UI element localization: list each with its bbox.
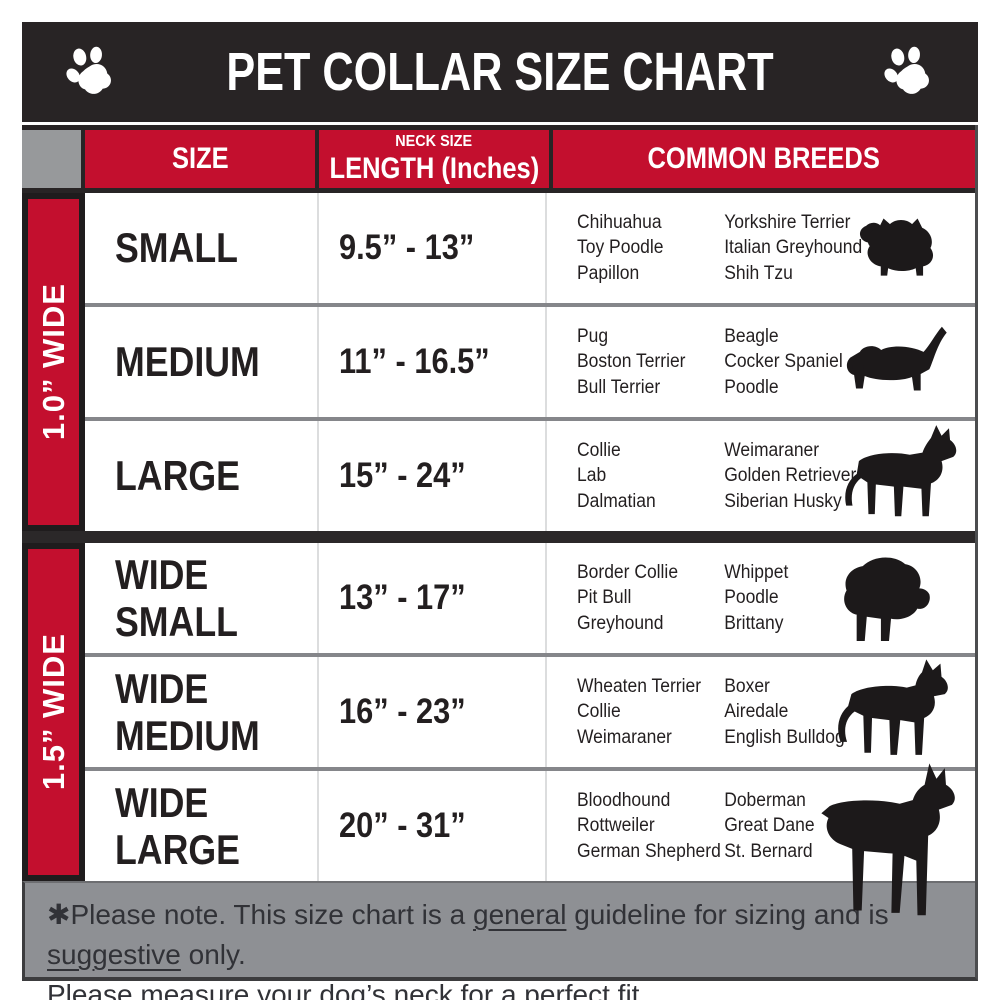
breed-list: Wheaten Terrier Collie Weimaraner Boxer … <box>577 675 845 748</box>
table-row-wide-small: WIDE SMALL 13” - 17” Border Collie <box>85 543 975 653</box>
breed-list: Border Collie Pit Bull Greyhound Whippet… <box>577 561 789 634</box>
size-label: MEDIUM <box>115 338 260 386</box>
size-label: WIDE SMALL <box>115 550 238 645</box>
table-row-large: LARGE 15” - 24” Collie Lab <box>85 421 975 531</box>
size-table: SIZE NECK SIZE LENGTH (Inches) COMMON BR… <box>22 125 978 1000</box>
table-header-row: SIZE NECK SIZE LENGTH (Inches) COMMON BR… <box>22 125 975 193</box>
column-header-neck-size: NECK SIZE LENGTH (Inches) <box>319 130 549 188</box>
size-label: LARGE <box>115 452 240 500</box>
underlined-word: suggestive <box>47 938 181 970</box>
page-title: PET COLLAR SIZE CHART <box>226 42 774 102</box>
bulldog-silhouette-icon <box>844 557 930 641</box>
group-label-strip: 1.5” WIDE <box>22 543 85 881</box>
breed-list: Collie Lab Dalmatian Weimaraner Golden R… <box>577 439 857 512</box>
shepherd-silhouette-icon <box>845 425 957 517</box>
size-label: SMALL <box>115 224 238 272</box>
neck-size-range: 13” - 17” <box>339 578 466 617</box>
table-row-wide-medium: WIDE MEDIUM 16” - 23” Wheaten Terrier <box>85 657 975 767</box>
neck-size-range: 20” - 31” <box>339 806 466 845</box>
column-header-size: SIZE <box>85 130 315 188</box>
group-label-strip: 1.0” WIDE <box>22 193 85 531</box>
group-label: 1.0” WIDE <box>35 283 71 441</box>
underlined-word: general <box>473 899 567 930</box>
column-header-common-breeds: COMMON BREEDS <box>553 130 975 188</box>
group-1-5-inch-wide: 1.5” WIDE WIDE SMALL 13” - 17” <box>22 543 975 916</box>
group-1-inch-wide: 1.0” WIDE SMALL 9.5” - 13” <box>22 193 975 531</box>
paw-print-icon <box>66 46 111 94</box>
pomeranian-silhouette-icon <box>859 218 934 276</box>
header-corner-block <box>22 130 81 188</box>
title-bar: PET COLLAR SIZE CHART <box>22 22 978 122</box>
footer-note-line1: ✱Please note. This size chart is a gener… <box>47 899 889 970</box>
group-label: 1.5” WIDE <box>35 633 71 791</box>
row-separator <box>85 303 975 307</box>
row-separator <box>85 653 975 657</box>
neck-size-range: 15” - 24” <box>339 456 466 495</box>
breed-list: Bloodhound Rottweiler German Shepherd Do… <box>577 789 815 862</box>
neck-size-range: 9.5” - 13” <box>339 228 475 267</box>
chart-frame: PET COLLAR SIZE CHART SIZE NECK SIZE <box>22 22 978 1000</box>
pitbull-silhouette-icon <box>838 659 948 755</box>
footer-note: ✱Please note. This size chart is a gener… <box>22 881 975 1000</box>
table-row-small: SMALL 9.5” - 13” Chihuahua Toy Poo <box>85 193 975 303</box>
doberman-silhouette-icon <box>821 763 955 916</box>
row-separator <box>85 417 975 421</box>
row-separator <box>85 767 975 771</box>
size-label: WIDE LARGE <box>115 778 240 873</box>
beagle-silhouette-icon <box>846 326 947 391</box>
group-separator <box>22 531 975 543</box>
breed-list: Pug Boston Terrier Bull Terrier Beagle C… <box>577 325 843 398</box>
paw-print-icon <box>884 46 929 94</box>
neck-size-range: 11” - 16.5” <box>339 342 490 381</box>
table-row-medium: MEDIUM 11” - 16.5” Pug Boston Terr <box>85 307 975 417</box>
size-label: WIDE MEDIUM <box>115 664 260 759</box>
breed-list: Chihuahua Toy Poodle Papillon Yorkshire … <box>577 211 863 284</box>
neck-size-range: 16” - 23” <box>339 692 466 731</box>
footer-note-line2: Please measure your dog’s neck for a per… <box>47 978 640 1000</box>
table-row-wide-large: WIDE LARGE 20” - 31” Bloodhound Rot <box>85 763 975 916</box>
